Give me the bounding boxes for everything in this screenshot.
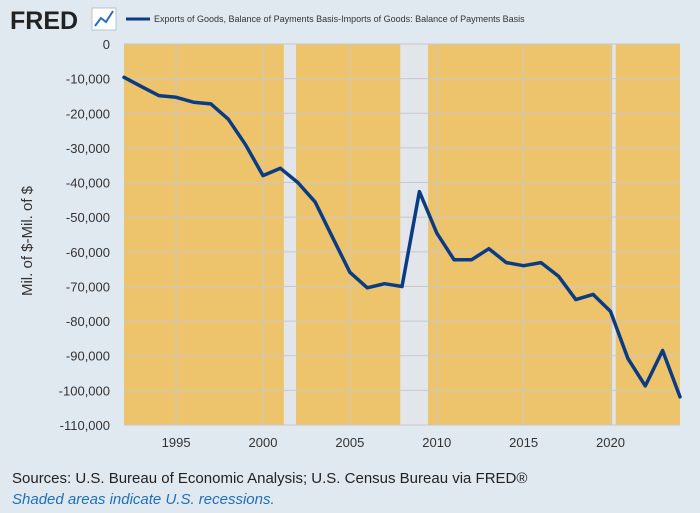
x-tick-label: 2005 <box>335 435 364 450</box>
recession-bands <box>283 44 616 425</box>
x-tick-label: 2010 <box>422 435 451 450</box>
x-tick-label: 1995 <box>162 435 191 450</box>
recession-band <box>283 44 297 425</box>
sources-text: Sources: U.S. Bureau of Economic Analysi… <box>12 470 528 487</box>
x-tick-label: 2020 <box>596 435 625 450</box>
y-tick-label: -100,000 <box>59 383 110 398</box>
y-tick-label: -40,000 <box>66 176 110 191</box>
y-tick-label: -60,000 <box>66 245 110 260</box>
y-tick-label: -70,000 <box>66 279 110 294</box>
y-tick-label: -20,000 <box>66 106 110 121</box>
y-tick-label: 0 <box>103 37 110 52</box>
x-tick-labels: 1995 2000 2005 2010 2015 2020 <box>162 435 625 450</box>
y-tick-labels: 0 -10,000 -20,000 -30,000 -40,000 -50,000 -60,… <box>59 37 110 433</box>
y-tick-label: -30,000 <box>66 141 110 156</box>
recession-band <box>612 44 616 425</box>
y-tick-label: -80,000 <box>66 314 110 329</box>
y-tick-label: -90,000 <box>66 349 110 364</box>
x-tick-label: 2015 <box>509 435 538 450</box>
grid-lines <box>124 43 680 426</box>
fred-logo[interactable]: FRED <box>10 7 78 35</box>
y-tick-label: -10,000 <box>66 72 110 87</box>
series-line <box>122 75 682 399</box>
line-chart-icon <box>91 7 117 31</box>
x-tick-label: 2000 <box>249 435 278 450</box>
recession-note: Shaded areas indicate U.S. recessions. <box>12 491 275 508</box>
y-axis-label: Mil. of $-Mil. of $ <box>19 185 36 296</box>
y-tick-label: -50,000 <box>66 210 110 225</box>
recession-band <box>400 44 429 425</box>
y-tick-label: -110,000 <box>60 418 110 433</box>
legend-label: Exports of Goods, Balance of Payments Ba… <box>154 14 525 24</box>
chart: FRED Exports of Goods, Balance of Paymen… <box>10 7 682 450</box>
